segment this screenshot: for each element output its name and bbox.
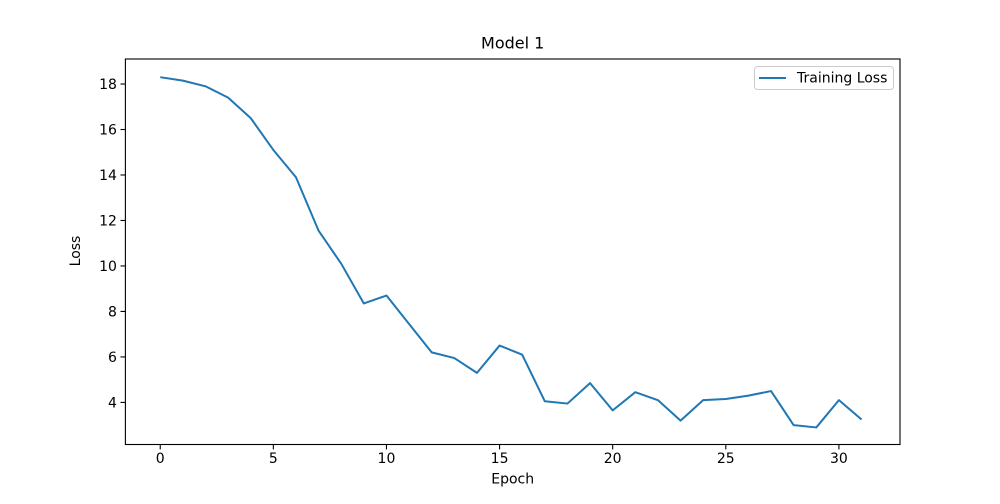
y-tick-label: 6 bbox=[108, 350, 117, 366]
axes-spines bbox=[124, 58, 901, 446]
x-tick-label: 0 bbox=[156, 451, 165, 467]
y-tick-label: 18 bbox=[99, 77, 117, 93]
y-tick-label: 8 bbox=[108, 304, 117, 320]
x-tick-label: 15 bbox=[491, 451, 509, 467]
x-axis-label: Epoch bbox=[491, 472, 534, 488]
plot-area bbox=[125, 59, 900, 445]
training-loss-line bbox=[160, 76, 863, 429]
y-axis-label: Loss bbox=[68, 236, 84, 267]
x-tick-label: 25 bbox=[717, 451, 735, 467]
x-axis-ticks: 0 5 10 15 20 25 30 bbox=[156, 444, 848, 467]
x-tick-label: 10 bbox=[378, 451, 396, 467]
y-tick-label: 10 bbox=[99, 259, 117, 275]
x-tick-label: 30 bbox=[830, 451, 848, 467]
y-tick-label: 12 bbox=[99, 213, 117, 229]
chart-title: Model 1 bbox=[481, 34, 544, 53]
legend-label: Training Loss bbox=[796, 71, 887, 87]
legend-box bbox=[754, 66, 894, 90]
y-tick-label: 16 bbox=[99, 123, 117, 139]
y-tick-label: 14 bbox=[99, 168, 117, 184]
y-tick-label: 4 bbox=[108, 395, 117, 411]
legend: Training Loss bbox=[754, 66, 894, 90]
x-tick-label: 5 bbox=[269, 451, 278, 467]
x-tick-label: 20 bbox=[604, 451, 622, 467]
y-axis-ticks: 4 6 8 10 12 14 16 18 bbox=[99, 77, 126, 411]
